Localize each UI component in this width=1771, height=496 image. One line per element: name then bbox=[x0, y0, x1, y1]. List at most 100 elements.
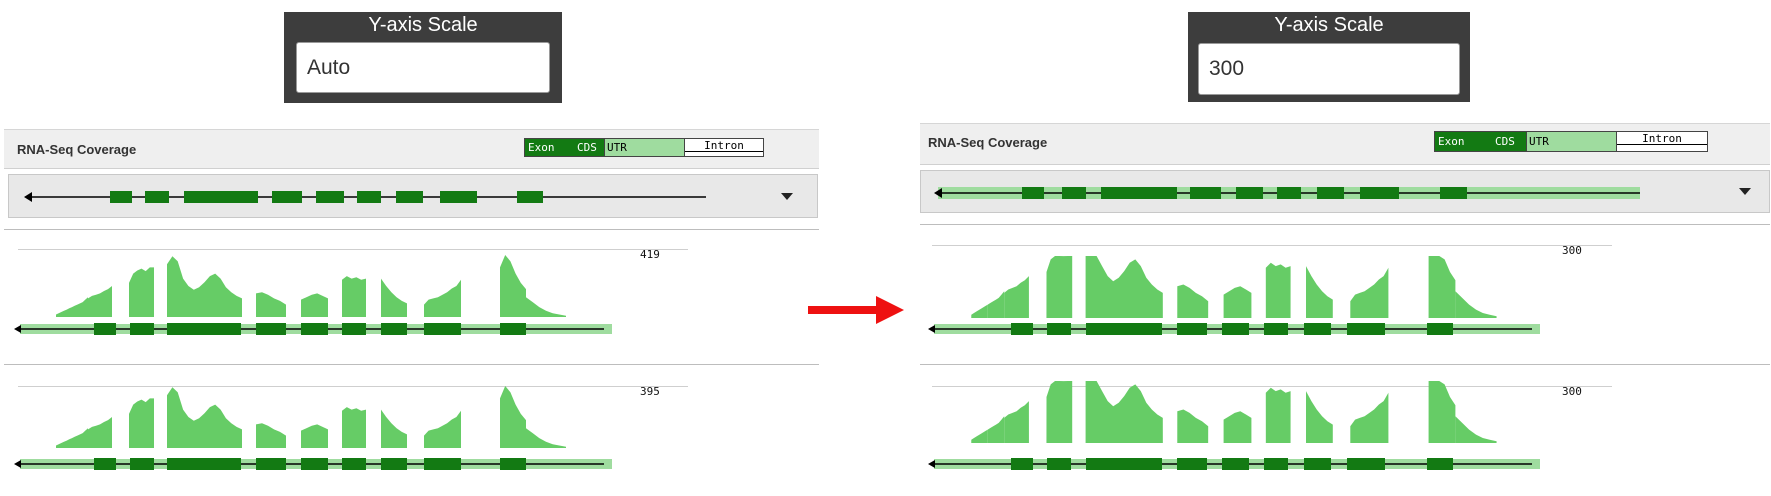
coverage-peak bbox=[1004, 401, 1029, 443]
coverage-peak bbox=[1004, 276, 1029, 318]
strand-arrow-icon bbox=[928, 325, 935, 333]
divider bbox=[920, 364, 1770, 365]
exon-block bbox=[1047, 458, 1071, 470]
divider bbox=[920, 224, 1770, 225]
exon-block bbox=[424, 458, 461, 470]
legend-utr: UTR bbox=[1526, 132, 1617, 151]
exon-block bbox=[1222, 323, 1249, 335]
exon-block bbox=[145, 191, 169, 203]
coverage-peak bbox=[1085, 381, 1163, 443]
track-header-right: RNA-Seq Coverage Exon CDS UTR Intron bbox=[920, 123, 1770, 165]
coverage-peak bbox=[971, 429, 988, 443]
coverage-peak bbox=[1265, 387, 1291, 443]
coverage-peak bbox=[129, 267, 154, 317]
coverage-peak bbox=[167, 387, 242, 448]
coverage-top-line bbox=[932, 245, 1612, 246]
exon-block bbox=[1427, 323, 1453, 335]
exon-block bbox=[316, 191, 344, 203]
coverage-peak bbox=[1350, 267, 1389, 318]
gene-model-bar-right[interactable] bbox=[920, 170, 1770, 213]
coverage-peak bbox=[381, 409, 407, 448]
legend-intron: Intron bbox=[1617, 132, 1707, 151]
y-axis-scale-box-right: Y-axis Scale 300 bbox=[1188, 12, 1470, 102]
exon-block bbox=[1347, 458, 1385, 470]
gene-model-right bbox=[934, 187, 1640, 199]
exon-block bbox=[130, 323, 154, 335]
legend-intron: Intron bbox=[685, 139, 763, 156]
gene-model-right-1 bbox=[928, 323, 1540, 335]
exon-block bbox=[1304, 323, 1331, 335]
coverage-peak bbox=[88, 417, 112, 448]
exon-block bbox=[1047, 323, 1071, 335]
coverage-max-label: 395 bbox=[640, 385, 660, 398]
exon-block bbox=[342, 323, 366, 335]
coverage-peak bbox=[256, 292, 286, 317]
strand-arrow-icon bbox=[14, 460, 21, 468]
coverage-top-line bbox=[932, 386, 1612, 387]
exon-block bbox=[1177, 458, 1207, 470]
exon-block bbox=[130, 458, 154, 470]
exon-block bbox=[256, 323, 286, 335]
coverage-peak bbox=[500, 255, 526, 317]
coverage-peak bbox=[1265, 262, 1291, 318]
y-axis-scale-input[interactable]: 300 bbox=[1198, 43, 1460, 95]
y-axis-scale-title: Y-axis Scale bbox=[1274, 14, 1384, 36]
exon-block bbox=[167, 323, 241, 335]
gene-model-left-2 bbox=[14, 458, 612, 470]
legend-exon: Exon bbox=[525, 139, 577, 156]
exon-block bbox=[1177, 323, 1207, 335]
caret-down-icon[interactable] bbox=[1739, 188, 1751, 195]
coverage-peak bbox=[526, 428, 566, 448]
gene-model-left-1 bbox=[14, 323, 612, 335]
coverage-peak bbox=[56, 438, 72, 448]
coverage-peak bbox=[1306, 266, 1333, 318]
coverage-top-line bbox=[18, 386, 688, 387]
coverage-peak bbox=[1177, 284, 1209, 318]
coverage-plot-right-1 bbox=[971, 256, 1497, 318]
exon-block bbox=[94, 323, 116, 335]
caret-down-icon[interactable] bbox=[781, 193, 793, 200]
coverage-peak bbox=[342, 407, 366, 448]
coverage-peak bbox=[971, 304, 988, 318]
coverage-peak bbox=[1046, 256, 1073, 318]
exon-block bbox=[381, 458, 407, 470]
exon-block bbox=[301, 458, 328, 470]
legend-cds: CDS bbox=[1495, 132, 1526, 151]
y-axis-scale-title: Y-axis Scale bbox=[368, 14, 478, 36]
exon-block bbox=[301, 323, 328, 335]
coverage-peak bbox=[256, 423, 286, 448]
exon-block bbox=[1427, 458, 1453, 470]
exon-block bbox=[1222, 458, 1249, 470]
coverage-max-label: 300 bbox=[1562, 244, 1582, 257]
coverage-plot-left-1 bbox=[56, 255, 566, 317]
exon-block bbox=[184, 191, 258, 203]
exon-block bbox=[1190, 187, 1221, 199]
gene-model-bar-left[interactable] bbox=[8, 174, 818, 218]
exon-block bbox=[424, 323, 461, 335]
exon-block bbox=[1304, 458, 1331, 470]
exon-block bbox=[1022, 187, 1044, 199]
exon-block bbox=[1236, 187, 1263, 199]
exon-block bbox=[167, 458, 241, 470]
exon-block bbox=[110, 191, 132, 203]
exon-block bbox=[342, 458, 366, 470]
coverage-peak bbox=[1046, 381, 1073, 443]
coverage-peak bbox=[88, 286, 112, 317]
right-arrow-icon bbox=[808, 296, 904, 324]
y-axis-scale-input[interactable]: Auto bbox=[296, 42, 550, 93]
coverage-peak bbox=[500, 386, 526, 448]
coverage-peak bbox=[167, 256, 242, 317]
exon-block bbox=[1062, 187, 1086, 199]
gene-exons bbox=[110, 191, 543, 203]
exon-block bbox=[440, 191, 477, 203]
exon-block bbox=[357, 191, 381, 203]
strand-arrow-icon bbox=[24, 192, 32, 202]
coverage-peak bbox=[56, 307, 72, 317]
coverage-peak bbox=[1428, 381, 1456, 443]
exon-block bbox=[381, 323, 407, 335]
coverage-peak bbox=[1085, 256, 1163, 318]
exon-block bbox=[1440, 187, 1467, 199]
coverage-peak bbox=[301, 293, 328, 317]
strand-arrow-icon bbox=[934, 188, 942, 198]
gene-legend: Exon CDS UTR Intron bbox=[1434, 131, 1708, 152]
